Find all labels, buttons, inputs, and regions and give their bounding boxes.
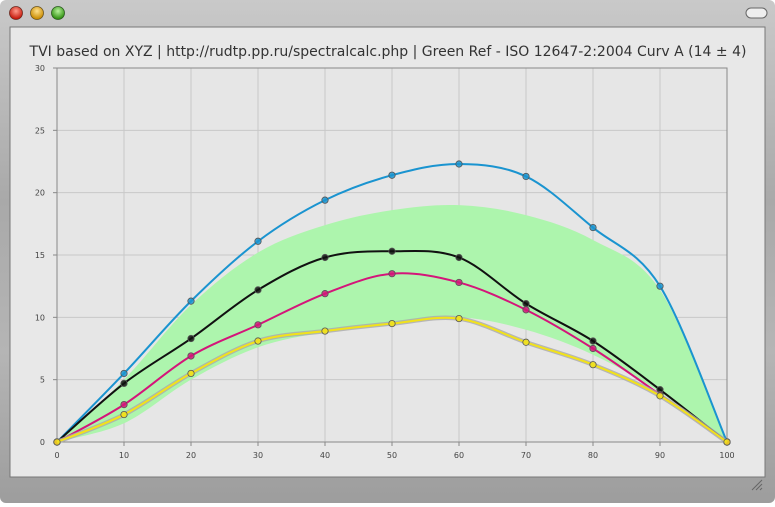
y-tick-label: 20 — [35, 189, 45, 198]
y-tick-label: 15 — [35, 251, 45, 260]
data-point — [388, 171, 396, 179]
data-point — [388, 270, 396, 278]
y-tick-label: 0 — [40, 438, 45, 447]
data-point — [522, 338, 530, 346]
data-point — [388, 247, 396, 255]
data-point — [254, 337, 262, 345]
y-tick-label: 5 — [40, 376, 45, 385]
data-point — [723, 438, 731, 446]
toolbar-button[interactable] — [745, 7, 768, 19]
data-point — [254, 237, 262, 245]
y-tick-label: 30 — [35, 64, 45, 73]
data-point — [120, 369, 128, 378]
data-point — [522, 306, 530, 314]
data-point — [120, 379, 128, 388]
x-tick-label: 90 — [655, 451, 665, 460]
data-point — [522, 300, 530, 308]
data-point — [589, 337, 597, 345]
x-tick-label: 0 — [54, 451, 59, 460]
data-point — [455, 253, 463, 262]
x-tick-label: 80 — [588, 451, 598, 460]
data-point — [455, 160, 463, 168]
data-point — [187, 369, 195, 378]
data-point — [120, 410, 128, 419]
x-tick-label: 10 — [119, 451, 129, 460]
resize-grip[interactable] — [751, 479, 763, 491]
x-tick-label: 40 — [320, 451, 330, 460]
minimize-button[interactable] — [30, 6, 44, 20]
x-tick-label: 50 — [387, 451, 397, 460]
data-point — [187, 334, 195, 343]
data-point — [53, 438, 61, 446]
data-point — [120, 400, 128, 409]
data-point — [187, 297, 195, 305]
chart-title: TVI based on XYZ | http://rudtp.pp.ru/sp… — [29, 44, 747, 60]
data-point — [455, 314, 463, 323]
data-point — [187, 352, 195, 360]
zoom-button[interactable] — [51, 6, 65, 20]
data-point — [254, 286, 262, 294]
x-tick-label: 60 — [454, 451, 464, 460]
data-point — [388, 319, 396, 328]
data-point — [321, 253, 329, 262]
data-point — [589, 361, 597, 369]
data-point — [321, 290, 329, 298]
data-point — [656, 282, 664, 290]
x-tick-label: 70 — [521, 451, 531, 460]
series-line — [56, 162, 728, 443]
x-tick-label: 100 — [719, 451, 734, 460]
data-point — [522, 172, 530, 181]
data-point — [656, 392, 664, 400]
y-tick-label: 10 — [35, 313, 45, 322]
data-point — [589, 344, 597, 353]
data-point — [254, 321, 262, 329]
data-point — [455, 278, 463, 287]
data-point — [321, 327, 329, 335]
y-tick-label: 25 — [35, 126, 45, 135]
data-point — [321, 196, 329, 204]
close-button[interactable] — [9, 6, 23, 20]
x-tick-label: 20 — [186, 451, 196, 460]
x-tick-label: 30 — [253, 451, 263, 460]
data-point — [589, 223, 597, 232]
